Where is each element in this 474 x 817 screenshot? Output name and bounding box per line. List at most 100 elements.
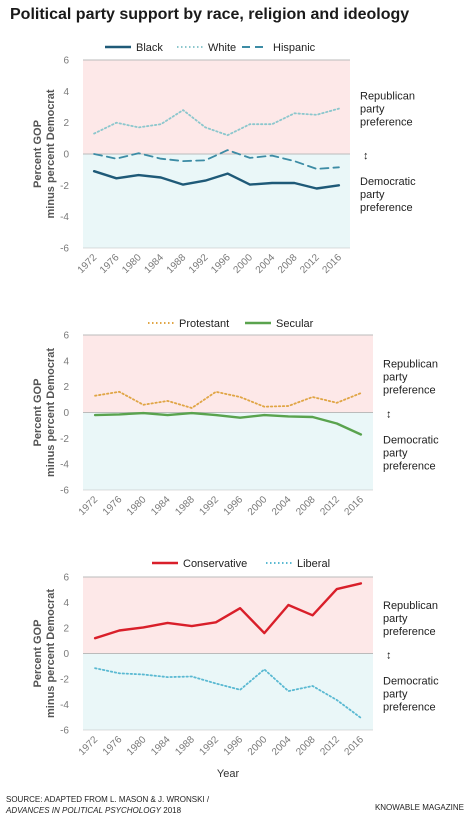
panel-2-y-tick-label: 6 <box>63 331 69 342</box>
panel-1-x-tick-label: 2004 <box>254 252 278 276</box>
panel-2-data-point-protestant <box>263 406 265 408</box>
panel-2-x-tick-label: 1980 <box>125 494 149 518</box>
panel-2-y-tick-label: 2 <box>63 382 69 393</box>
panel-2-data-point-protestant <box>94 395 96 397</box>
panel-3-democratic-annotation: Democratic <box>383 676 439 688</box>
source-line-2: ADVANCES IN POLITICAL PSYCHOLOGY 2018 <box>6 805 209 816</box>
panel-1-data-point-hispanic <box>338 166 340 168</box>
panel-1-legend-label: Black <box>136 42 163 54</box>
panel-3-data-point-liberal <box>312 685 314 687</box>
panel-1-data-point-black <box>93 170 95 172</box>
panel-2-x-tick-label: 1984 <box>149 494 173 518</box>
panel-2-data-point-protestant <box>239 396 241 398</box>
panel-2-data-point-secular <box>215 414 217 416</box>
panel-1-y-tick-label: -6 <box>60 244 69 255</box>
panel-3-data-point-conservative <box>215 621 217 623</box>
panel-1-data-point-black <box>316 187 318 189</box>
panel-1-data-point-hispanic <box>160 158 162 160</box>
panel-3-data-point-conservative <box>239 607 241 609</box>
panel-2-data-point-secular <box>239 417 241 419</box>
panel-2-x-tick-label: 2016 <box>343 494 367 518</box>
panel-2-republican-annotation: Republican <box>383 359 438 371</box>
panel-2-republican-annotation: preference <box>383 385 436 397</box>
charts-canvas: 6420-2-4-6197219761980198419881992199620… <box>32 42 439 780</box>
panel-3-data-point-liberal <box>215 682 217 684</box>
panel-1-data-point-hispanic <box>182 160 184 162</box>
panel-3-data-point-conservative <box>360 582 362 584</box>
panel-3-data-point-liberal <box>118 672 120 674</box>
panel-3-democratic-annotation: preference <box>383 702 436 714</box>
panel-1-data-point-hispanic <box>204 159 206 161</box>
panel-3-x-tick-label: 1996 <box>222 734 246 758</box>
panel-1-x-tick-label: 2008 <box>276 252 300 276</box>
panel-2-x-tick-label: 1988 <box>173 494 197 518</box>
panel-1-x-tick-label: 2016 <box>320 252 344 276</box>
panel-2-data-point-protestant <box>360 392 362 394</box>
panel-2-data-point-protestant <box>215 391 217 393</box>
panel-3-data-point-conservative <box>312 614 314 616</box>
panel-3-x-tick-label: 2016 <box>343 734 367 758</box>
panel-2-up-down-arrow-icon: ↕ <box>386 409 392 421</box>
panel-1-data-point-white <box>227 134 229 136</box>
panel-1-x-tick-label: 2012 <box>298 252 322 276</box>
source-note: SOURCE: ADAPTED FROM L. MASON & J. WRONS… <box>6 794 209 816</box>
panel-3-y-tick-label: 4 <box>63 598 69 609</box>
panel-1-series-line-white <box>93 107 340 137</box>
panel-3-y-tick-label: 6 <box>63 573 69 584</box>
panel-1-x-tick-label: 2000 <box>231 252 255 276</box>
panel-1-data-point-hispanic <box>249 157 251 159</box>
panel-1-data-point-black <box>138 174 140 176</box>
panel-3-republican-annotation: party <box>383 613 408 625</box>
panel-2-series-line-secular <box>93 411 363 436</box>
panel-2-y-tick-label: -6 <box>60 486 69 497</box>
panel-2-x-tick-label: 1976 <box>101 494 125 518</box>
panel-2-y-tick-label: 0 <box>63 408 69 419</box>
panel-3-data-point-liberal <box>94 667 96 669</box>
panel-1-data-point-black <box>160 177 162 179</box>
panel-1-y-tick-label: 2 <box>63 118 69 129</box>
panel-1-data-point-hispanic <box>227 149 229 151</box>
panel-1-x-tick-label: 1984 <box>142 252 166 276</box>
panel-2-data-point-secular <box>336 422 338 424</box>
panel-1-y-tick-label: 4 <box>63 87 69 98</box>
source-year: 2018 <box>161 806 182 815</box>
panel-2-data-point-secular <box>287 415 289 417</box>
panel-3-data-point-liberal <box>263 668 265 670</box>
panel-1-data-point-black <box>338 184 340 186</box>
panel-2-data-point-secular <box>191 412 193 414</box>
panel-2-data-point-secular <box>263 414 265 416</box>
panel-1-data-point-black <box>115 177 117 179</box>
panel-3-data-point-liberal <box>287 690 289 692</box>
panel-1-data-point-white <box>249 123 251 125</box>
panel-1-data-point-black <box>182 184 184 186</box>
publisher-credit: KNOWABLE MAGAZINE <box>374 803 464 812</box>
panel-3-x-tick-label: 1972 <box>77 734 101 758</box>
panel-3-data-point-liberal <box>167 676 169 678</box>
panel-2-data-point-protestant <box>312 396 314 398</box>
panel-3-democratic-band <box>83 653 373 730</box>
panel-1-data-point-black <box>204 180 206 182</box>
panel-1-data-point-black <box>249 184 251 186</box>
panel-2-data-point-secular <box>142 412 144 414</box>
panel-3-x-tick-label: 2008 <box>294 734 318 758</box>
panel-1-x-tick-label: 1976 <box>98 252 122 276</box>
panel-2-y-axis-label-line-1: Percent GOP <box>32 379 44 447</box>
panel-3-x-tick-label: 2004 <box>270 734 294 758</box>
panel-3-data-point-liberal <box>360 717 362 719</box>
panel-2-democratic-annotation: Democratic <box>383 435 439 447</box>
panel-2-data-point-protestant <box>287 405 289 407</box>
panel-3-x-axis-label: Year <box>217 768 240 780</box>
panel-1-republican-annotation: Republican <box>360 90 415 102</box>
panel-2-x-tick-label: 1992 <box>198 494 222 518</box>
panel-2-y-axis-label-line-2: minus percent Democrat <box>45 348 57 477</box>
panel-1-data-point-hispanic <box>115 158 117 160</box>
panel-3-legend-label: Liberal <box>297 558 330 570</box>
panel-2-x-tick-label: 1996 <box>222 494 246 518</box>
panel-2-y-tick-label: -2 <box>60 434 69 445</box>
panel-1-data-point-white <box>293 112 295 114</box>
panel-1-democratic-annotation: party <box>360 189 385 201</box>
panel-2-data-point-protestant <box>167 400 169 402</box>
panel-3-legend-label: Conservative <box>183 558 247 570</box>
panel-1-data-point-white <box>138 126 140 128</box>
panel-3-data-point-conservative <box>142 626 144 628</box>
